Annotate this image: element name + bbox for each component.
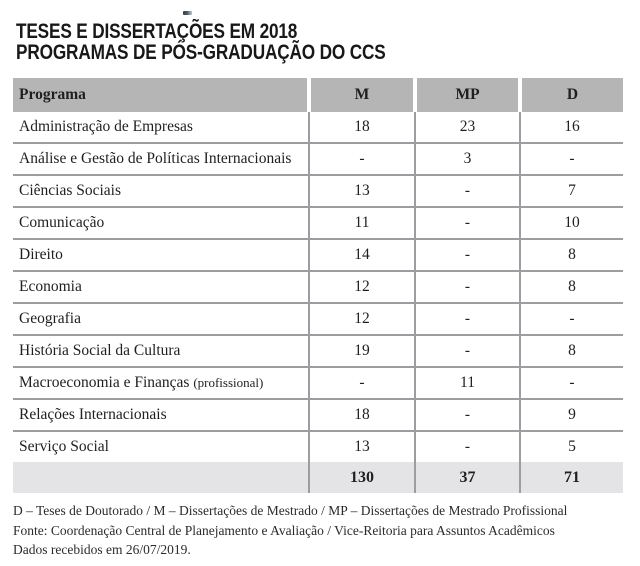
mp-cell: - xyxy=(414,175,520,208)
d-cell: - xyxy=(519,367,623,400)
m-cell: - xyxy=(308,143,415,176)
programa-cell: Serviço Social xyxy=(13,431,309,462)
d-cell: 7 xyxy=(519,175,623,208)
totals-label-cell xyxy=(13,462,309,493)
d-cell: 9 xyxy=(519,399,623,432)
m-cell: - xyxy=(308,367,415,400)
mp-cell: - xyxy=(414,431,520,462)
table-row: Relações Internacionais 18 - 9 xyxy=(13,399,623,432)
programa-cell: Ciências Sociais xyxy=(13,175,309,208)
programa-cell: História Social da Cultura xyxy=(13,335,309,368)
table-row: Geografia 12 - - xyxy=(13,303,623,336)
m-cell: 12 xyxy=(308,303,415,336)
table-row: Análise e Gestão de Políticas Internacio… xyxy=(13,143,623,176)
m-cell: 14 xyxy=(308,239,415,272)
m-cell: 11 xyxy=(308,207,415,240)
programa-cell: Administração de Empresas xyxy=(13,112,309,144)
programa-cell: Análise e Gestão de Políticas Internacio… xyxy=(13,143,309,176)
mp-cell: 11 xyxy=(414,367,520,400)
column-header-mp: MP xyxy=(413,78,520,112)
table-row: Serviço Social 13 - 5 xyxy=(13,431,623,462)
d-cell: - xyxy=(519,143,623,176)
programa-name: Macroeconomia e Finanças xyxy=(19,374,190,391)
page-title-line1: TESES E DISSERTAÇÕES EM 2018 xyxy=(16,20,298,43)
m-cell: 18 xyxy=(308,399,415,432)
table-row: História Social da Cultura 19 - 8 xyxy=(13,335,623,368)
table-row: Ciências Sociais 13 - 7 xyxy=(13,175,623,208)
mp-cell: 3 xyxy=(414,143,520,176)
tiny-artifact-mark xyxy=(183,11,192,15)
source-note: Fonte: Coordenação Central de Planejamen… xyxy=(13,522,555,538)
m-cell: 13 xyxy=(308,431,415,462)
d-cell: - xyxy=(519,303,623,336)
mp-cell: - xyxy=(414,335,520,368)
theses-table: Programa M MP D Administração de Empresa… xyxy=(13,78,623,493)
programa-cell: Macroeconomia e Finanças (profissional) xyxy=(13,367,309,400)
programa-cell: Relações Internacionais xyxy=(13,399,309,432)
total-d-cell: 71 xyxy=(519,462,623,493)
mp-cell: - xyxy=(414,239,520,272)
programa-note: (profissional) xyxy=(193,375,264,390)
table-row: Direito 14 - 8 xyxy=(13,239,623,272)
totals-row: 130 37 71 xyxy=(13,462,623,493)
column-header-d: D xyxy=(518,78,623,112)
page-title-line2: PROGRAMAS DE PÓS-GRADUAÇÃO DO CCS xyxy=(16,41,386,64)
d-cell: 10 xyxy=(519,207,623,240)
mp-cell: - xyxy=(414,399,520,432)
d-cell: 16 xyxy=(519,112,623,144)
table-row: Macroeconomia e Finanças (profissional) … xyxy=(13,367,623,400)
table-row: Administração de Empresas 18 23 16 xyxy=(13,112,623,144)
d-cell: 8 xyxy=(519,335,623,368)
total-m-cell: 130 xyxy=(308,462,415,493)
d-cell: 8 xyxy=(519,239,623,272)
programa-cell: Economia xyxy=(13,271,309,304)
mp-cell: - xyxy=(414,271,520,304)
m-cell: 13 xyxy=(308,175,415,208)
d-cell: 5 xyxy=(519,431,623,462)
mp-cell: - xyxy=(414,207,520,240)
received-date-note: Dados recebidos em 26/07/2019. xyxy=(13,542,191,557)
legend-note: D – Teses de Doutorado / M – Dissertaçõe… xyxy=(13,503,568,518)
table-row: Economia 12 - 8 xyxy=(13,271,623,304)
total-mp-cell: 37 xyxy=(414,462,520,493)
mp-cell: - xyxy=(414,303,520,336)
column-header-m: M xyxy=(307,78,415,112)
programa-cell: Comunicação xyxy=(13,207,309,240)
programa-cell: Direito xyxy=(13,239,309,272)
mp-cell: 23 xyxy=(414,112,520,144)
table-row: Comunicação 11 - 10 xyxy=(13,207,623,240)
column-header-programa: Programa xyxy=(13,78,309,112)
footnotes: D – Teses de Doutorado / M – Dissertaçõe… xyxy=(13,501,625,560)
table-header-row: Programa M MP D xyxy=(13,78,623,112)
page-title: TESES E DISSERTAÇÕES EM 2018 PROGRAMAS D… xyxy=(16,21,386,63)
d-cell: 8 xyxy=(519,271,623,304)
m-cell: 19 xyxy=(308,335,415,368)
m-cell: 18 xyxy=(308,112,415,144)
programa-cell: Geografia xyxy=(13,303,309,336)
m-cell: 12 xyxy=(308,271,415,304)
